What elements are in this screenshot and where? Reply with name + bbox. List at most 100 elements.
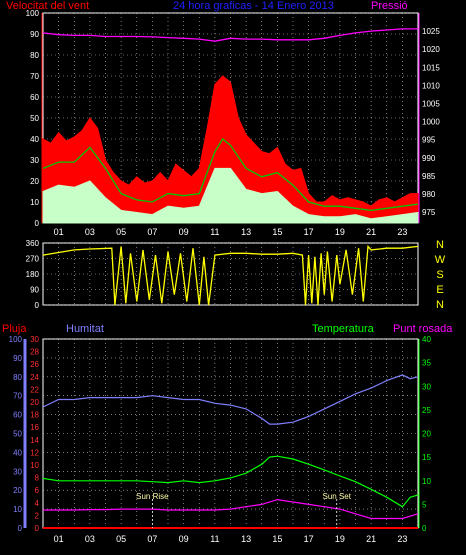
wind-speed-tick: 40 — [30, 135, 39, 144]
wind-speed-tick: 20 — [30, 177, 39, 186]
temperature-series — [42, 455, 419, 508]
compass-label: E — [436, 284, 443, 296]
temperature-tick: 30 — [422, 382, 431, 391]
rain-tick: 14 — [30, 436, 39, 445]
direction-tick: 270 — [26, 255, 40, 264]
temperature-tick: 10 — [422, 477, 431, 486]
chart-title: 24 hora graficas - 14 Enero 2013 — [173, 0, 334, 12]
x-tick-label: 15 — [272, 227, 282, 237]
humidity-tick: 90 — [13, 354, 22, 363]
x-tick-label: 13 — [241, 227, 251, 237]
pressure-tick: 985 — [422, 172, 436, 181]
humidity-tick: 50 — [13, 430, 22, 439]
humidity-tick: 80 — [13, 373, 22, 382]
x-tick-label: 23 — [397, 227, 407, 237]
x-tick-label: 07 — [147, 534, 157, 544]
rain-tick: 8 — [35, 474, 40, 483]
x-tick-label: 03 — [85, 534, 95, 544]
humidity-tick: 40 — [13, 448, 22, 457]
humidity-tick: 100 — [9, 335, 23, 344]
temperature-tick: 20 — [422, 430, 431, 439]
x-tick-label: 01 — [54, 227, 64, 237]
humidity-tick: 70 — [13, 392, 22, 401]
avg-speed-series — [42, 138, 419, 212]
wind-speed-tick: 0 — [35, 219, 40, 228]
wind-speed-tick: 60 — [30, 93, 39, 102]
x-tick-label: 07 — [147, 227, 157, 237]
humidity-series — [42, 374, 419, 425]
wind-speed-tick: 70 — [30, 72, 39, 81]
x-tick-label: 09 — [179, 227, 189, 237]
sun-rise-label: Sun Rise — [136, 492, 169, 501]
x-tick-label: 05 — [116, 534, 126, 544]
wind-direction-series — [42, 244, 419, 306]
wind-speed-tick: 10 — [30, 198, 39, 207]
wind-speed-label: Velocitat del vent — [6, 0, 89, 12]
direction-tick: 0 — [35, 301, 40, 310]
temperature-tick: 5 — [422, 500, 427, 509]
compass-label: S — [436, 269, 443, 281]
dewpoint-label: Punt rosada — [393, 323, 453, 335]
wind-speed-tick: 30 — [30, 156, 39, 165]
pressure-tick: 990 — [422, 154, 436, 163]
min-speed-series — [42, 167, 419, 224]
rain-label: Pluja — [2, 323, 27, 335]
x-tick-label: 17 — [304, 534, 314, 544]
direction-tick: 180 — [26, 270, 40, 279]
rain-tick: 24 — [30, 373, 39, 382]
dewpoint-series — [43, 498, 419, 520]
x-tick-label: 05 — [116, 227, 126, 237]
direction-tick: 90 — [30, 286, 39, 295]
x-tick-label: 19 — [335, 227, 345, 237]
x-tick-label: 17 — [304, 227, 314, 237]
direction-tick: 360 — [26, 239, 40, 248]
pressure-tick: 975 — [422, 208, 436, 217]
rain-tick: 16 — [30, 423, 39, 432]
pressure-tick: 1010 — [422, 81, 440, 90]
pressure-tick: 1000 — [422, 118, 440, 127]
rain-tick: 18 — [30, 411, 39, 420]
wind-speed-tick: 80 — [30, 51, 39, 60]
wind-speed-tick: 100 — [26, 9, 40, 18]
rain-tick: 22 — [30, 385, 39, 394]
temperature-tick: 35 — [422, 359, 431, 368]
pressure-tick: 1015 — [422, 63, 440, 72]
wind-speed-tick: 50 — [30, 114, 39, 123]
temperature-tick: 0 — [422, 524, 427, 533]
compass-label: N — [436, 299, 444, 311]
x-tick-label: 15 — [272, 534, 282, 544]
gust-series — [42, 75, 419, 224]
rain-tick: 2 — [35, 511, 40, 520]
rain-tick: 12 — [30, 448, 39, 457]
temperature-tick: 40 — [422, 335, 431, 344]
rain-tick: 10 — [30, 461, 39, 470]
temperature-tick: 25 — [422, 406, 431, 415]
x-tick-label: 09 — [179, 534, 189, 544]
wind-speed-tick: 90 — [30, 30, 39, 39]
compass-label: N — [436, 239, 444, 251]
pressure-series — [42, 28, 418, 42]
pressure-tick: 980 — [422, 190, 436, 199]
rain-tick: 6 — [35, 486, 40, 495]
x-tick-label: 19 — [335, 534, 345, 544]
x-tick-label: 21 — [366, 227, 376, 237]
rain-tick: 28 — [30, 348, 39, 357]
rain-tick: 30 — [30, 335, 39, 344]
x-tick-label: 23 — [397, 534, 407, 544]
humidity-tick: 30 — [13, 467, 22, 476]
humidity-tick: 20 — [13, 486, 22, 495]
temperature-label: Temperatura — [312, 323, 375, 335]
x-tick-label: 11 — [210, 534, 219, 544]
x-tick-label: 13 — [241, 534, 251, 544]
rain-tick: 0 — [35, 524, 40, 533]
humidity-label: Humitat — [66, 323, 104, 335]
humidity-tick: 10 — [13, 505, 22, 514]
rain-tick: 20 — [30, 398, 39, 407]
rain-tick: 26 — [30, 360, 39, 369]
pressure-label: Pressió — [371, 0, 408, 12]
pressure-tick: 995 — [422, 136, 436, 145]
pressure-tick: 1005 — [422, 100, 440, 109]
x-tick-label: 11 — [210, 227, 219, 237]
temperature-tick: 15 — [422, 453, 431, 462]
